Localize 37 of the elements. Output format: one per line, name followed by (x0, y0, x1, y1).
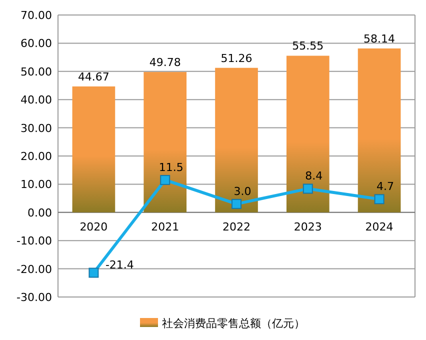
data-label: 55.55 (292, 40, 324, 53)
y-tick-label: 20.00 (20, 150, 52, 163)
data-label: 3.0 (234, 184, 252, 198)
bar (358, 48, 401, 212)
y-tick-label: 0.00 (28, 206, 52, 220)
data-label: -21.4 (105, 258, 134, 272)
bar (286, 56, 330, 212)
y-tick-label: -10.00 (16, 234, 52, 248)
y-tick-label: 60.00 (20, 37, 52, 50)
data-label: 49.78 (149, 56, 181, 70)
bar (72, 86, 116, 212)
point (232, 198, 242, 209)
y-tick-label: 30.00 (20, 122, 52, 135)
data-label: 8.4 (305, 170, 323, 183)
bar (215, 68, 258, 212)
y-tick-label: -20.00 (16, 262, 52, 276)
y-tick-label: 50.00 (20, 65, 52, 78)
bar (144, 72, 187, 212)
y-tick-label: -30.00 (16, 291, 52, 304)
x-tick-label: 2020 (80, 220, 108, 234)
point (160, 174, 170, 185)
legend: 社会消费品零售总额（亿元） (140, 317, 305, 330)
point (88, 268, 99, 278)
x-tick-label: 2021 (151, 220, 180, 234)
data-label: 11.5 (158, 160, 184, 174)
y-tick-label: 10.00 (20, 178, 52, 192)
point (302, 184, 313, 194)
data-label: 4.7 (376, 180, 394, 194)
data-label: 44.67 (78, 70, 110, 84)
y-tick-label: 40.00 (20, 94, 52, 107)
y-tick-label: 70.00 (20, 9, 52, 22)
x-tick-label: 2024 (365, 220, 394, 234)
data-label: 58.14 (364, 32, 396, 46)
x-tick-label: 2022 (222, 220, 250, 234)
x-tick-label: 2023 (294, 220, 322, 234)
data-label: 51.26 (220, 52, 252, 65)
point (374, 194, 384, 204)
